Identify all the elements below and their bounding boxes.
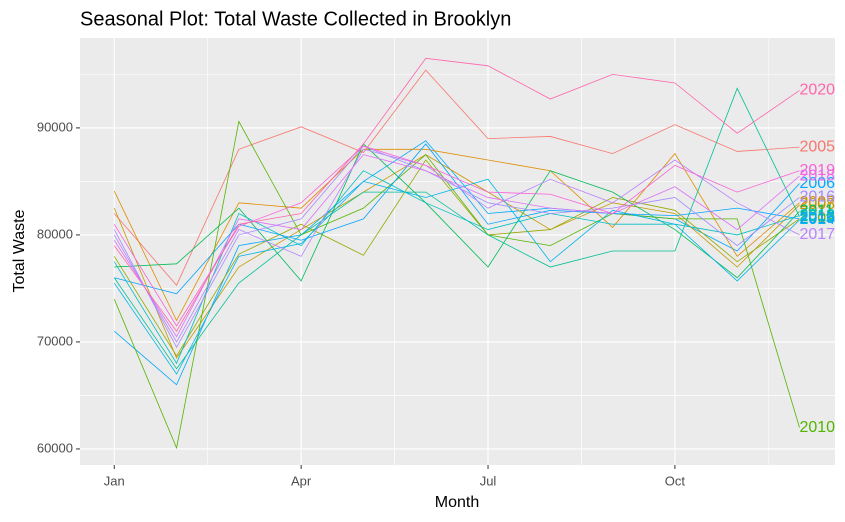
series-label: 2011 bbox=[799, 203, 834, 220]
series-label: 2019 bbox=[799, 162, 835, 179]
series-line bbox=[113, 154, 800, 359]
y-axis-title: Total Waste bbox=[11, 209, 28, 292]
series-label: 2015 bbox=[799, 210, 835, 227]
lines bbox=[113, 57, 800, 450]
x-tick-label: Jan bbox=[104, 473, 125, 488]
chart-title: Seasonal Plot: Total Waste Collected in … bbox=[80, 8, 511, 30]
series-label: 2006 bbox=[799, 175, 835, 192]
series-line bbox=[113, 87, 800, 370]
series-label: 2020 bbox=[799, 82, 835, 99]
y-tick-label: 80000 bbox=[37, 226, 73, 241]
y-tick-label: 60000 bbox=[37, 440, 73, 455]
series-label: 2008 bbox=[799, 196, 835, 213]
series-line bbox=[114, 143, 800, 282]
series-line bbox=[113, 120, 800, 450]
x-tick-label: Oct bbox=[665, 473, 686, 488]
series-label: 2005 bbox=[799, 138, 835, 155]
x-axis-title: Month bbox=[435, 494, 479, 511]
series-line bbox=[113, 154, 800, 338]
series-label: 2017 bbox=[799, 226, 835, 243]
series-line bbox=[113, 69, 800, 286]
series-line bbox=[113, 145, 800, 327]
series-line bbox=[113, 57, 800, 332]
grid bbox=[76, 38, 835, 469]
y-tick-label: 90000 bbox=[37, 119, 73, 134]
series-label: 2013 bbox=[799, 207, 835, 224]
series-label: 2012 bbox=[799, 208, 835, 225]
series-label: 2007 bbox=[799, 194, 835, 211]
series-label: 2018 bbox=[799, 167, 835, 184]
x-tick-label: Jul bbox=[480, 473, 497, 488]
x-tick-label: Apr bbox=[291, 473, 312, 488]
panel bbox=[80, 38, 835, 465]
series-label: 2014 bbox=[799, 211, 835, 228]
y-tick-label: 70000 bbox=[37, 333, 73, 348]
series-label: 2016 bbox=[799, 189, 835, 206]
series-line bbox=[113, 148, 800, 343]
series-line bbox=[113, 178, 800, 375]
series-label: 2009 bbox=[799, 210, 835, 227]
series-label: 2010 bbox=[799, 419, 835, 436]
series-line bbox=[113, 148, 800, 322]
